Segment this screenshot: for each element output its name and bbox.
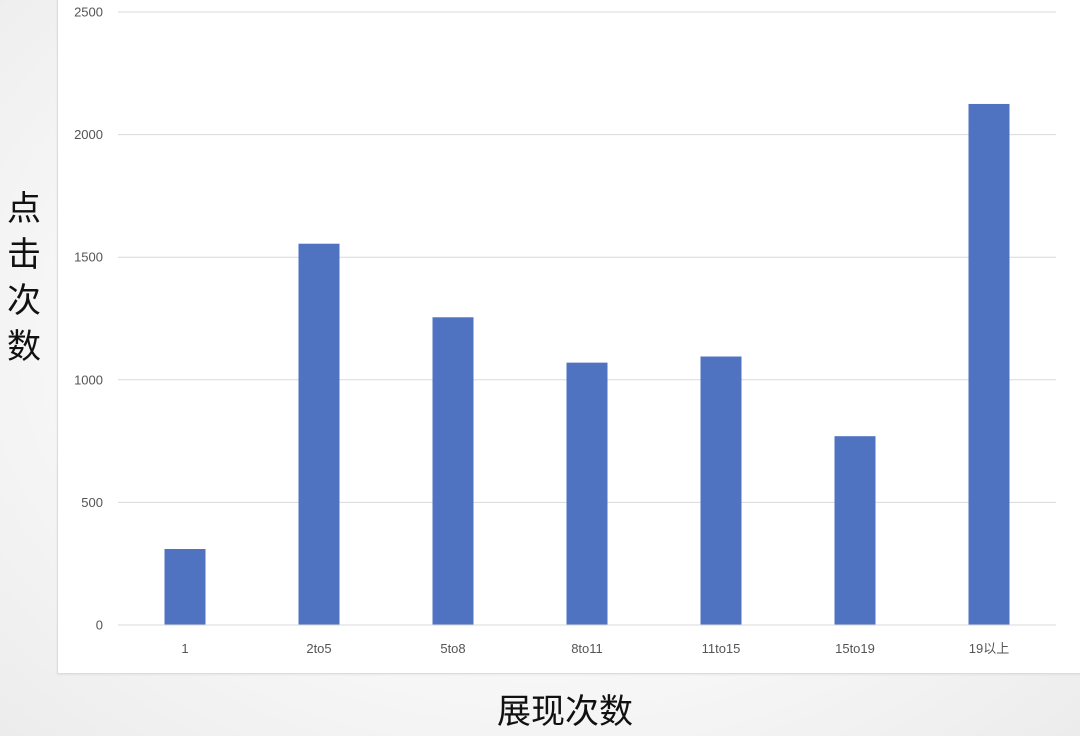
x-tick-label: 2to5 xyxy=(306,641,331,656)
bar xyxy=(164,548,206,625)
x-tick-label: 15to19 xyxy=(835,641,875,656)
y-axis-label-char: 数 xyxy=(7,327,41,367)
bar xyxy=(298,243,340,626)
y-axis-label-text: 点击次数 xyxy=(0,186,48,370)
y-tick-label: 2500 xyxy=(74,5,103,20)
y-tick-label: 1000 xyxy=(74,372,103,387)
x-tick-label: 1 xyxy=(181,641,188,656)
bar xyxy=(834,436,876,625)
y-axis-label: 点击次数 xyxy=(0,186,48,370)
y-tick-label: 500 xyxy=(81,495,103,510)
bar xyxy=(968,103,1010,625)
x-tick-label: 8to11 xyxy=(571,641,603,656)
x-tick-label: 11to15 xyxy=(702,641,741,656)
x-tick-label: 5to8 xyxy=(440,641,465,656)
y-axis-label-char: 点 xyxy=(7,189,41,229)
x-tick-label: 19以上 xyxy=(969,641,1009,656)
y-axis-label-char: 次 xyxy=(7,281,41,321)
bar xyxy=(700,356,742,625)
bar xyxy=(566,362,608,625)
y-tick-label: 2000 xyxy=(74,127,103,142)
y-tick-label: 1500 xyxy=(74,250,103,265)
y-axis-label-char: 击 xyxy=(7,235,41,275)
y-tick-label: 0 xyxy=(96,618,103,633)
x-axis-label: 展现次数 xyxy=(497,692,633,732)
bar xyxy=(432,317,474,625)
